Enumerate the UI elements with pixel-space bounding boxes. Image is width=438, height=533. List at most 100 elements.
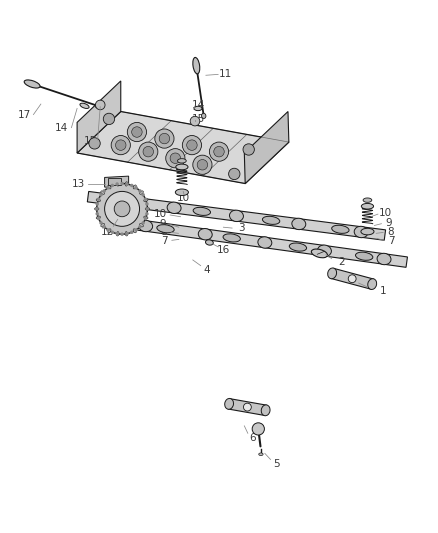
Ellipse shape	[96, 216, 100, 219]
Text: 4: 4	[204, 265, 210, 275]
Ellipse shape	[80, 103, 89, 108]
Circle shape	[197, 159, 208, 170]
Circle shape	[348, 275, 356, 282]
Ellipse shape	[289, 243, 307, 251]
Text: 10: 10	[379, 208, 392, 218]
Circle shape	[170, 153, 180, 164]
Ellipse shape	[205, 240, 213, 245]
Text: 8: 8	[387, 228, 393, 237]
Ellipse shape	[95, 207, 99, 210]
Ellipse shape	[124, 198, 141, 206]
Circle shape	[111, 230, 114, 234]
Polygon shape	[228, 399, 267, 415]
Circle shape	[97, 197, 100, 201]
Text: 7: 7	[388, 236, 395, 246]
Ellipse shape	[230, 210, 244, 222]
Ellipse shape	[201, 113, 206, 118]
Circle shape	[95, 207, 99, 211]
Ellipse shape	[167, 202, 181, 214]
Circle shape	[244, 403, 251, 411]
Circle shape	[120, 232, 124, 236]
Ellipse shape	[361, 228, 374, 235]
Ellipse shape	[262, 216, 280, 224]
Text: 10: 10	[177, 192, 190, 203]
Ellipse shape	[332, 225, 349, 233]
Circle shape	[138, 225, 142, 229]
Circle shape	[106, 186, 110, 190]
Ellipse shape	[177, 159, 186, 163]
Circle shape	[187, 140, 197, 150]
Text: 9: 9	[385, 218, 392, 228]
Ellipse shape	[125, 232, 128, 236]
Text: 5: 5	[273, 459, 280, 469]
Polygon shape	[77, 81, 121, 153]
Text: 2: 2	[338, 257, 345, 267]
Ellipse shape	[140, 191, 143, 195]
Polygon shape	[77, 111, 289, 183]
Polygon shape	[122, 217, 407, 268]
Ellipse shape	[175, 189, 188, 196]
Ellipse shape	[194, 106, 202, 111]
Ellipse shape	[368, 279, 377, 289]
Circle shape	[105, 191, 140, 227]
Circle shape	[144, 197, 147, 201]
Circle shape	[193, 155, 212, 174]
Circle shape	[252, 423, 265, 435]
Circle shape	[155, 129, 174, 148]
Circle shape	[243, 144, 254, 155]
Ellipse shape	[95, 103, 100, 108]
Circle shape	[116, 140, 126, 150]
Circle shape	[143, 147, 153, 157]
Text: 15: 15	[84, 136, 97, 146]
Text: 16: 16	[217, 245, 230, 255]
Ellipse shape	[292, 218, 306, 230]
Ellipse shape	[198, 229, 212, 240]
Text: 17: 17	[18, 110, 32, 119]
Ellipse shape	[24, 80, 40, 88]
Ellipse shape	[157, 225, 174, 233]
Circle shape	[139, 142, 158, 161]
Circle shape	[97, 183, 148, 234]
Ellipse shape	[108, 229, 111, 233]
Ellipse shape	[144, 199, 148, 201]
Text: 12: 12	[101, 227, 114, 237]
Text: 11: 11	[219, 69, 232, 78]
Text: 10: 10	[153, 209, 166, 219]
Text: 6: 6	[250, 433, 256, 442]
Circle shape	[214, 147, 224, 157]
Circle shape	[134, 228, 138, 232]
Text: 14: 14	[191, 100, 205, 110]
Ellipse shape	[139, 220, 152, 232]
Circle shape	[166, 149, 185, 168]
Ellipse shape	[328, 268, 336, 279]
Circle shape	[111, 135, 131, 155]
Circle shape	[125, 182, 129, 186]
Ellipse shape	[133, 229, 136, 233]
Circle shape	[95, 212, 99, 215]
Circle shape	[125, 232, 129, 236]
Ellipse shape	[356, 252, 373, 260]
Ellipse shape	[259, 453, 263, 456]
Circle shape	[106, 228, 110, 232]
Circle shape	[229, 168, 240, 180]
Circle shape	[89, 138, 100, 149]
Circle shape	[130, 230, 134, 234]
Ellipse shape	[258, 237, 272, 248]
Circle shape	[102, 189, 106, 193]
Polygon shape	[331, 268, 374, 289]
Circle shape	[114, 201, 130, 217]
Ellipse shape	[117, 232, 119, 236]
Circle shape	[99, 193, 103, 197]
Circle shape	[145, 212, 148, 215]
Circle shape	[138, 189, 142, 193]
Ellipse shape	[176, 164, 188, 170]
Circle shape	[115, 232, 119, 236]
Circle shape	[127, 123, 147, 142]
Ellipse shape	[125, 182, 128, 186]
Circle shape	[132, 127, 142, 138]
Circle shape	[130, 184, 134, 187]
Circle shape	[141, 193, 145, 197]
Circle shape	[190, 116, 200, 126]
Circle shape	[97, 217, 100, 220]
Text: 15: 15	[191, 114, 205, 124]
